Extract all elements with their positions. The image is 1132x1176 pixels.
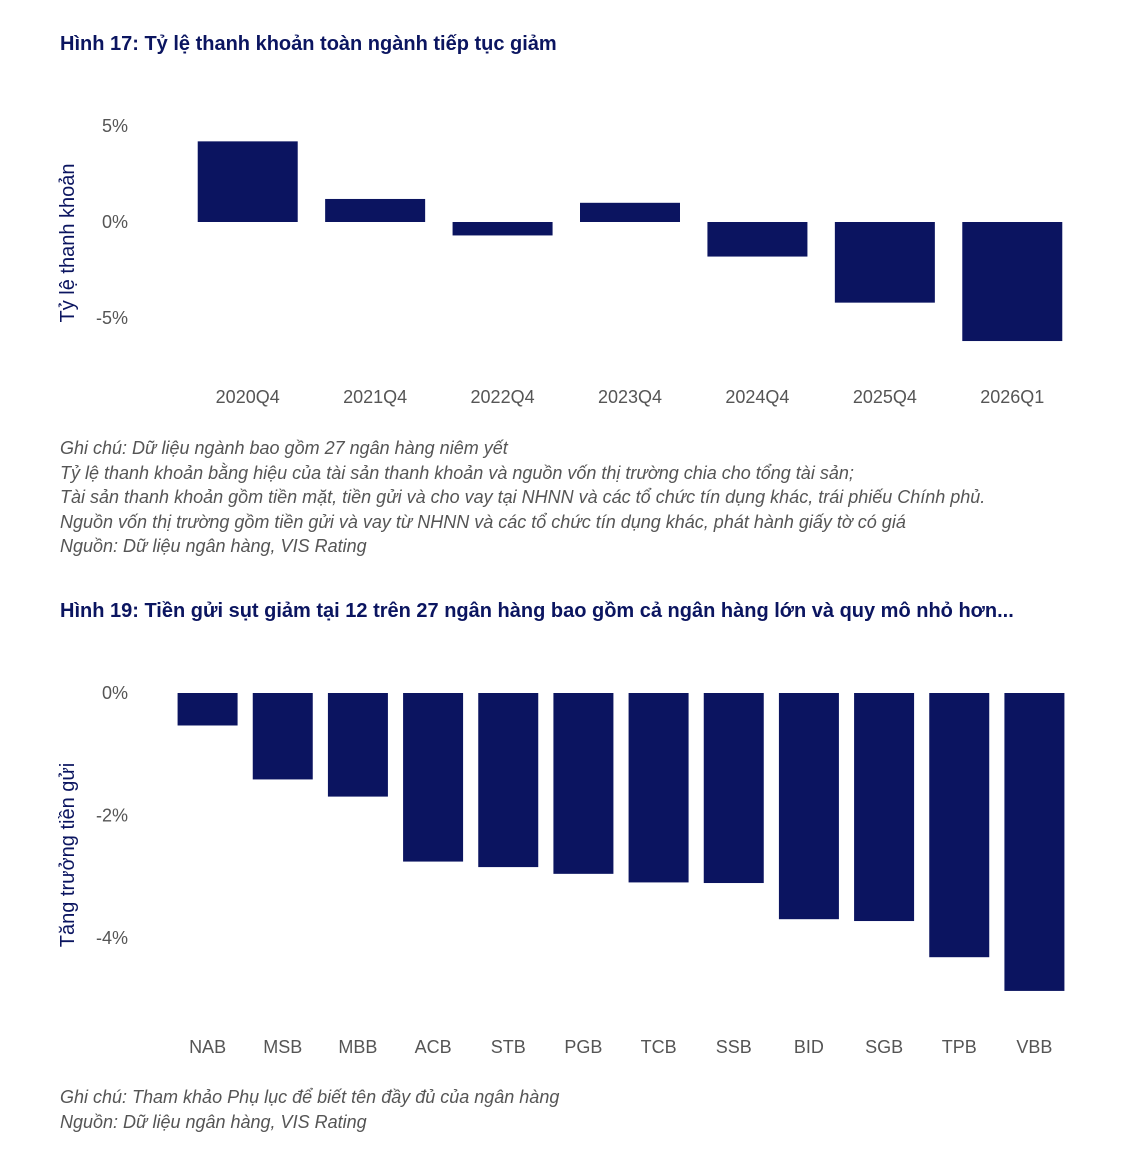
x-tick-label: 2025Q4 <box>853 387 917 407</box>
x-tick-label: MBB <box>338 1037 377 1057</box>
liquidity-ratio-chart: Tỷ lệ thanh khoản 5% 0% -5% 2020Q4 2021Q4 20… <box>57 116 1063 407</box>
figure-19-title: Hình 19: Tiền gửi sụt giảm tại 12 trên 2… <box>60 600 1014 622</box>
x-tick-label: BID <box>794 1037 824 1057</box>
bar-tcb <box>628 693 689 883</box>
y-tick-label: 0% <box>102 683 128 703</box>
x-tick-label: 2024Q4 <box>725 387 789 407</box>
y-axis-label: Tỷ lệ thanh khoản <box>57 164 79 323</box>
x-tick-label: STB <box>491 1037 526 1057</box>
note-line: Tỷ lệ thanh khoản bằng hiệu của tài sản … <box>60 462 854 483</box>
x-tick-label: NAB <box>189 1037 226 1057</box>
x-tick-label: 2023Q4 <box>598 387 662 407</box>
bar-sgb <box>854 693 915 922</box>
source-line: Nguồn: Dữ liệu ngân hàng, VIS Rating <box>60 1111 367 1132</box>
x-tick-label: 2026Q1 <box>980 387 1044 407</box>
x-tick-label: 2021Q4 <box>343 387 407 407</box>
bar-2022q4 <box>452 222 553 236</box>
x-tick-label: SSB <box>716 1037 752 1057</box>
bar-mbb <box>327 693 388 797</box>
bar-2021q4 <box>325 198 426 222</box>
bar-tpb <box>929 693 990 958</box>
x-tick-label: TPB <box>942 1037 977 1057</box>
bar-pgb <box>553 693 614 874</box>
bar-acb <box>403 693 464 862</box>
figure-19-notes: Ghi chú: Tham khảo Phụ lục để biết tên đ… <box>60 1085 559 1134</box>
bar-bid <box>778 693 839 920</box>
figure-17-title: Hình 17: Tỷ lệ thanh khoản toàn ngành ti… <box>60 33 557 55</box>
bar-vbb <box>1004 693 1065 991</box>
bar-nab <box>177 693 238 726</box>
x-tick-label: TCB <box>641 1037 677 1057</box>
x-tick-label: SGB <box>865 1037 903 1057</box>
bar-2024q4 <box>707 222 808 257</box>
y-tick-label: 5% <box>102 116 128 136</box>
x-tick-label: PGB <box>564 1037 602 1057</box>
bar-ssb <box>703 693 764 884</box>
bar-2025q4 <box>834 222 935 303</box>
y-tick-label: 0% <box>102 212 128 232</box>
note-line: Ghi chú: Tham khảo Phụ lục để biết tên đ… <box>60 1087 560 1107</box>
bar-stb <box>478 693 539 868</box>
y-axis-label: Tăng trưởng tiền gửi <box>57 763 79 947</box>
bar-msb <box>252 693 313 780</box>
note-line: Tài sản thanh khoản gồm tiền mặt, tiền g… <box>60 487 986 507</box>
x-tick-label: VBB <box>1016 1037 1052 1057</box>
bar-2023q4 <box>580 202 680 222</box>
y-tick-label: -2% <box>96 806 128 826</box>
x-tick-label: 2022Q4 <box>471 387 535 407</box>
y-tick-label: -5% <box>96 308 128 328</box>
note-line: Nguồn vốn thị trường gồm tiền gửi và vay… <box>60 511 906 532</box>
figure-17-notes: Ghi chú: Dữ liệu ngành bao gồm 27 ngân h… <box>60 436 985 559</box>
deposit-growth-chart: Tăng trưởng tiền gửi 0% -2% -4% NAB MSB MBB A… <box>57 683 1065 1057</box>
x-tick-label: MSB <box>263 1037 302 1057</box>
note-line: Ghi chú: Dữ liệu ngành bao gồm 27 ngân h… <box>60 438 508 458</box>
bar-2026q1 <box>962 222 1063 342</box>
x-tick-label: 2020Q4 <box>216 387 280 407</box>
source-line: Nguồn: Dữ liệu ngân hàng, VIS Rating <box>60 536 367 556</box>
x-tick-label: ACB <box>415 1037 452 1057</box>
y-tick-label: -4% <box>96 928 128 948</box>
bar-2020q4 <box>197 141 298 222</box>
